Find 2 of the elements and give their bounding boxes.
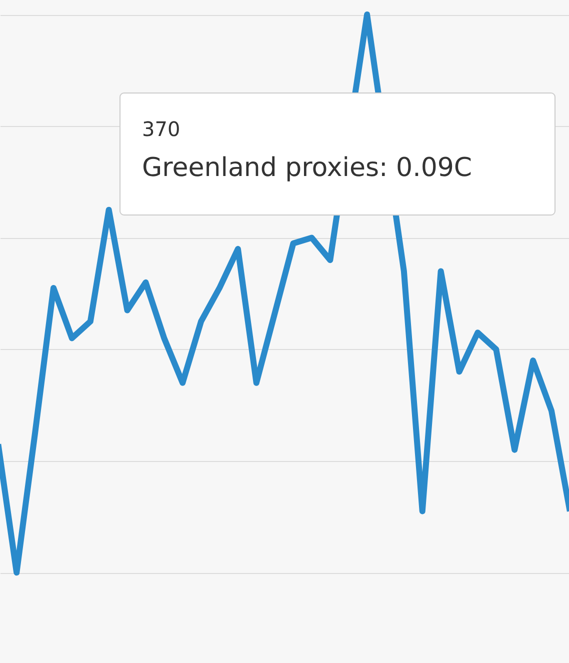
- annotation: 370: [142, 117, 180, 141]
- annotation: Greenland proxies: 0.09C: [142, 153, 472, 183]
